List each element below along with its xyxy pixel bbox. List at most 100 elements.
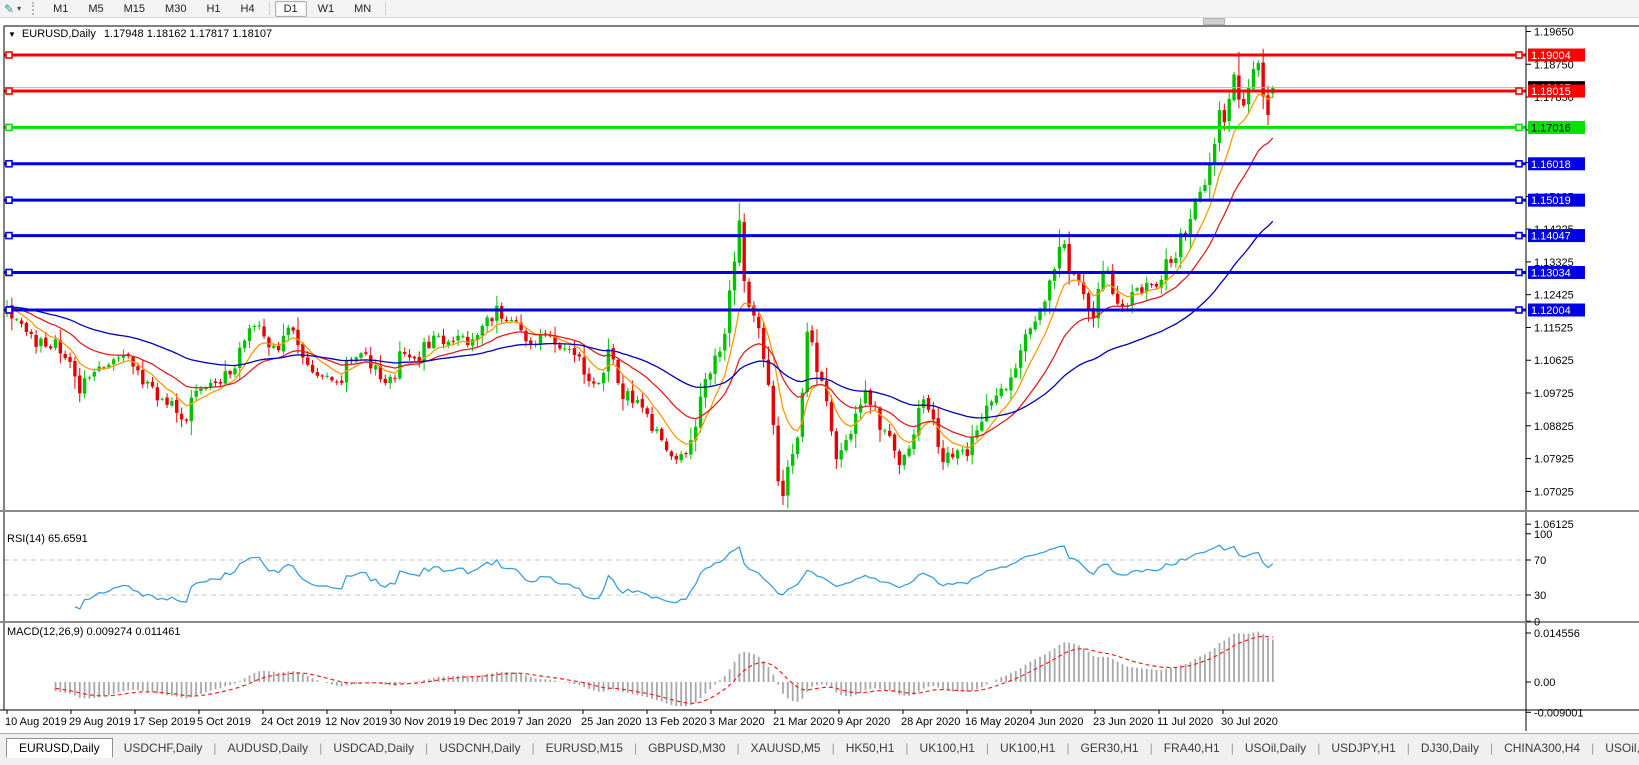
price-tick-label: 1.12425 xyxy=(1534,290,1574,302)
hline-marker[interactable] xyxy=(1515,268,1523,277)
svg-text:1.14047: 1.14047 xyxy=(1531,231,1571,243)
chart-tab-usoil-h[interactable]: USOil,H xyxy=(1605,741,1639,755)
toolbar-separator xyxy=(268,2,270,15)
toolbar: ✎ ▾ M1 M5 M15 M30 H1 H4 D1 W1 MN xyxy=(0,0,1639,18)
hline-marker[interactable] xyxy=(5,159,13,168)
chart-tab-usdjpy-h1[interactable]: USDJPY,H1 xyxy=(1331,741,1396,755)
svg-text:1.13034: 1.13034 xyxy=(1531,267,1571,279)
svg-text:1.16018: 1.16018 xyxy=(1531,159,1571,171)
collapse-triangle-icon[interactable]: ▼ xyxy=(8,29,16,39)
price-axis: 1.196501.187501.178501.169501.160501.151… xyxy=(1526,26,1585,719)
tab-separator: | xyxy=(985,741,990,755)
date-label: 7 Jan 2020 xyxy=(517,716,571,728)
draw-tool-icon: ✎ xyxy=(4,1,15,16)
rsi-tick-label: 0 xyxy=(1534,616,1540,628)
date-label: 28 Apr 2020 xyxy=(901,716,960,728)
chart-hscroll-thumb[interactable] xyxy=(1203,18,1225,25)
hline-marker[interactable] xyxy=(1515,123,1523,132)
chart-tab-eurusd-daily[interactable]: EURUSD,Daily xyxy=(6,738,113,758)
date-label: 30 Nov 2019 xyxy=(389,716,451,728)
timeframe-button-m1[interactable]: M1 xyxy=(53,2,69,15)
macd-tick-label: 0.00 xyxy=(1534,677,1555,689)
chart-symbol-period: EURUSD,Daily xyxy=(21,28,96,40)
chart-tab-usoil-daily[interactable]: USOil,Daily xyxy=(1244,741,1307,755)
toolbar-separator xyxy=(385,2,387,15)
chart-tab-fra40-h1[interactable]: FRA40,H1 xyxy=(1163,741,1220,755)
chart-tab-ger30-h1[interactable]: GER30,H1 xyxy=(1080,741,1139,755)
timeframe-button-w1[interactable]: W1 xyxy=(317,2,335,15)
rsi-pane[interactable] xyxy=(4,544,1526,610)
rsi-line xyxy=(74,544,1274,610)
hline-marker[interactable] xyxy=(5,87,13,95)
hline-price-badge xyxy=(1528,265,1585,279)
macd-pane[interactable] xyxy=(54,631,1274,707)
price-tick-label: 1.10625 xyxy=(1534,355,1574,367)
hline-marker[interactable] xyxy=(5,231,13,240)
hline-marker[interactable] xyxy=(5,196,13,204)
hline-marker[interactable] xyxy=(5,51,13,59)
timeframe-button-h4[interactable]: H4 xyxy=(240,2,255,15)
tab-separator: | xyxy=(213,741,217,755)
timeframe-button-m30[interactable]: M30 xyxy=(165,2,187,15)
hline-marker[interactable] xyxy=(1515,231,1523,240)
date-label: 16 May 2020 xyxy=(965,716,1029,728)
chart-tab-gbpusd-m30[interactable]: GBPUSD,M30 xyxy=(648,741,726,755)
price-tick-label: 1.09725 xyxy=(1534,388,1574,400)
chart-tab-audusd-daily[interactable]: AUDUSD,Daily xyxy=(227,741,309,755)
draw-tool-button[interactable]: ✎ ▾ xyxy=(0,3,25,15)
date-label: 17 Sep 2019 xyxy=(133,716,195,728)
hline-marker[interactable] xyxy=(1515,196,1523,204)
timeframe-button-h1[interactable]: H1 xyxy=(206,2,221,15)
tab-separator: | xyxy=(319,741,323,755)
date-label: 13 Feb 2020 xyxy=(645,716,707,728)
chart-ohlc-values: 1.17948 1.18162 1.17817 1.18107 xyxy=(103,28,273,40)
price-tick-label: 1.11525 xyxy=(1534,322,1573,334)
chart-tab-hk50-h1[interactable]: HK50,H1 xyxy=(845,741,895,755)
hline-marker[interactable] xyxy=(5,268,13,277)
chart-tab-china300-h4[interactable]: CHINA300,H4 xyxy=(1504,741,1581,755)
date-label: 19 Dec 2019 xyxy=(453,716,515,728)
time-axis[interactable]: 10 Aug 2019 29 Aug 2019 17 Sep 2019 5 Oct 2… xyxy=(5,710,1278,728)
chart-tab-uk100-h1[interactable]: UK100,H1 xyxy=(919,741,975,755)
hline-marker[interactable] xyxy=(1515,159,1523,168)
chart-tab-uk100-h1[interactable]: UK100,H1 xyxy=(1000,741,1056,755)
moving-average-8 xyxy=(6,93,1274,449)
rsi-tick-label: 100 xyxy=(1534,529,1552,541)
price-tick-label: 1.08825 xyxy=(1534,421,1574,433)
tab-separator: | xyxy=(1230,741,1234,755)
chart-tab-usdcnh-daily[interactable]: USDCNH,Daily xyxy=(439,741,521,755)
toolbar-grip[interactable] xyxy=(32,2,38,15)
hline-marker[interactable] xyxy=(1515,87,1523,95)
price-tick-label: 1.07025 xyxy=(1534,486,1574,498)
chart-tab-usdcad-daily[interactable]: USDCAD,Daily xyxy=(333,741,414,755)
date-label: 11 Jul 2020 xyxy=(1157,716,1213,728)
chart-canvas[interactable]: 1.196501.187501.178501.169501.160501.151… xyxy=(0,0,1639,733)
date-label: 10 Aug 2019 xyxy=(5,716,67,728)
hline-price-badge xyxy=(1528,48,1585,62)
chart-tab-usdchf-daily[interactable]: USDCHF,Daily xyxy=(123,741,203,755)
hline-marker[interactable] xyxy=(1515,51,1523,59)
tab-separator: | xyxy=(1591,741,1595,755)
hline-marker[interactable] xyxy=(1515,306,1523,314)
timeframe-button-d1[interactable]: D1 xyxy=(274,0,307,17)
chart-tab-eurusd-m15[interactable]: EURUSD,M15 xyxy=(545,741,623,755)
chart-tab-xauusd-m5[interactable]: XAUUSD,M5 xyxy=(750,741,821,755)
svg-text:1.18015: 1.18015 xyxy=(1531,86,1571,98)
timeframe-button-m15[interactable]: M15 xyxy=(123,2,146,15)
timeframe-button-m5[interactable]: M5 xyxy=(88,2,104,15)
date-label: 21 Mar 2020 xyxy=(773,716,835,728)
macd-tick-label: -0.009001 xyxy=(1534,707,1584,719)
hline-price-badge xyxy=(1528,157,1585,171)
date-label: 4 Jun 2020 xyxy=(1029,716,1083,728)
svg-text:1.19004: 1.19004 xyxy=(1531,50,1571,62)
price-pane[interactable] xyxy=(4,48,1526,509)
rsi-label: RSI(14) 65.6591 xyxy=(7,533,88,545)
chart-tab-dj30-daily[interactable]: DJ30,Daily xyxy=(1420,741,1479,755)
hline-marker[interactable] xyxy=(5,123,13,132)
rsi-tick-label: 70 xyxy=(1534,555,1546,567)
date-label: 12 Nov 2019 xyxy=(325,716,387,728)
timeframe-button-mn[interactable]: MN xyxy=(354,2,372,15)
hline-marker[interactable] xyxy=(5,306,13,314)
date-label: 5 Oct 2019 xyxy=(197,716,251,728)
svg-text:1.17016: 1.17016 xyxy=(1531,122,1571,134)
